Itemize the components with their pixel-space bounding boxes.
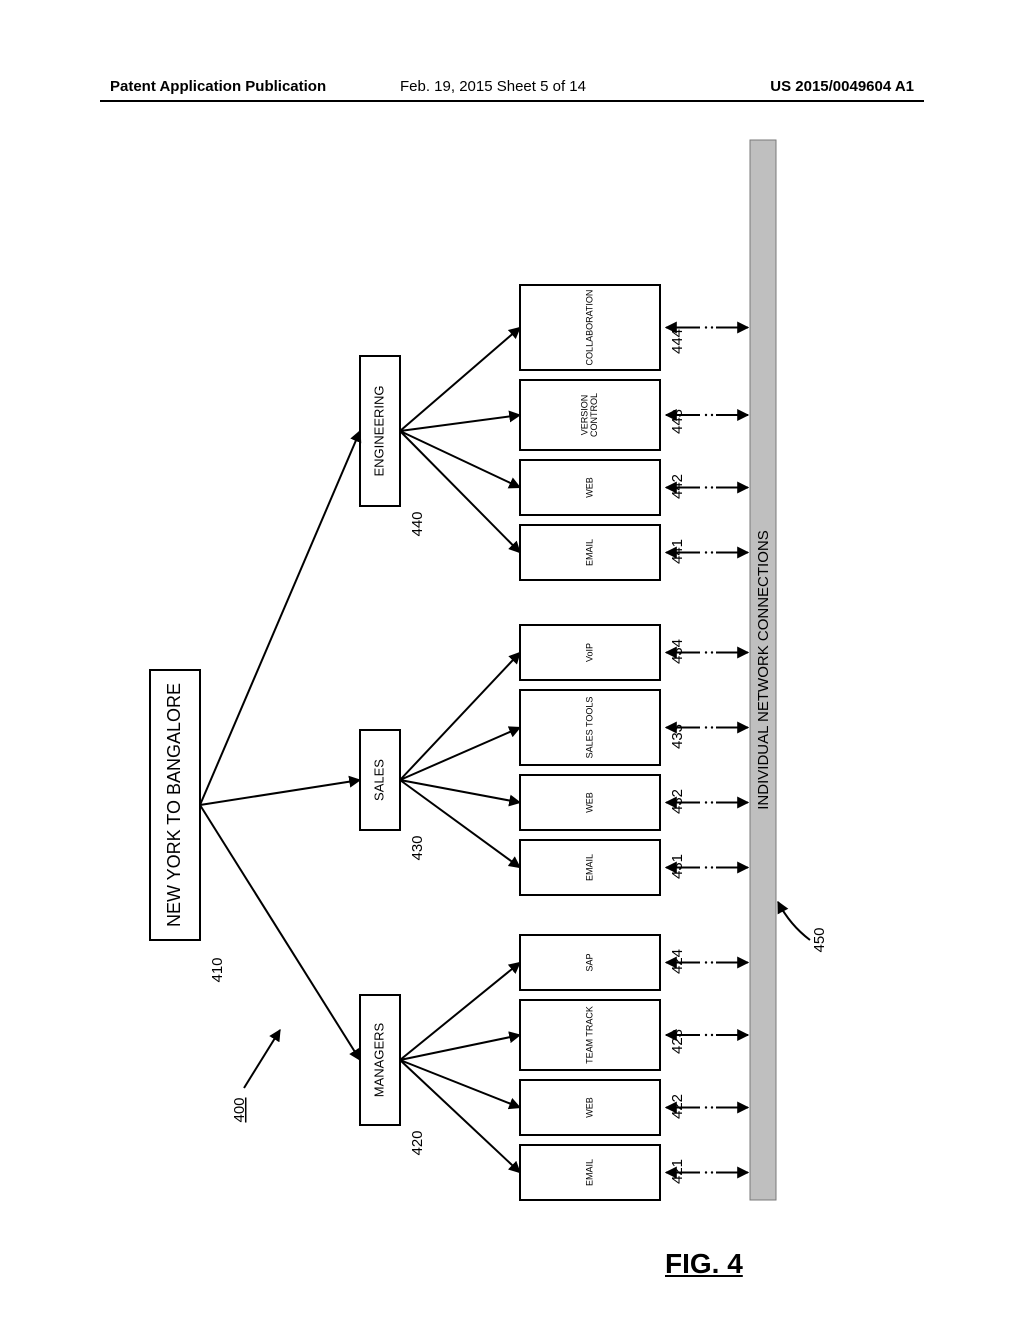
m-email-ref: 421 [669, 1159, 686, 1184]
eng-ref: 440 [409, 511, 426, 536]
e-collab-ref: 444 [669, 329, 686, 354]
m-web-ref: 422 [669, 1094, 686, 1119]
rotated-group: NEW YORK TO BANGALORE 410 400 MANAGERS 420 EM… [150, 140, 828, 1200]
sales-label: SALES [371, 759, 386, 801]
bottom-bar-ref: 450 [811, 927, 828, 952]
diagram-ref: 400 [231, 1097, 248, 1122]
m-team-ref: 423 [669, 1029, 686, 1054]
m-email-label: EMAIL [584, 1159, 594, 1186]
e-vc-label: CONTROL [589, 393, 599, 437]
header-rule [100, 100, 924, 102]
m-web-label: WEB [584, 1097, 594, 1118]
root-ref: 410 [209, 957, 226, 982]
page-root: Patent Application Publication Feb. 19, … [0, 0, 1024, 1320]
m-team-label: TEAM TRACK [584, 1006, 594, 1064]
sales-ref: 430 [409, 835, 426, 860]
managers-label: MANAGERS [371, 1022, 386, 1097]
e-collab-label: COLLABORATION [584, 290, 594, 366]
s-email-label: EMAIL [584, 854, 594, 881]
e-web-label: WEB [584, 477, 594, 498]
header-left: Patent Application Publication [110, 78, 326, 95]
diagram-svg: NEW YORK TO BANGALORE 410 400 MANAGERS 420 EM… [100, 120, 924, 1220]
root-label: NEW YORK TO BANGALORE [164, 683, 184, 927]
s-web-ref: 432 [669, 789, 686, 814]
m-sap-label: SAP [584, 953, 594, 971]
s-web-label: WEB [584, 792, 594, 813]
s-email-ref: 431 [669, 854, 686, 879]
e-web-ref: 442 [669, 474, 686, 499]
m-sap-ref: 424 [669, 949, 686, 974]
s-voip-ref: 434 [669, 639, 686, 664]
bottom-bar-label: INDIVIDUAL NETWORK CONNECTIONS [755, 530, 772, 809]
eng-label: ENGINEERING [371, 385, 386, 476]
e-email-label: EMAIL [584, 539, 594, 566]
diagram-wrap: NEW YORK TO BANGALORE 410 400 MANAGERS 420 EM… [100, 120, 924, 1220]
e-vc-ref: 443 [669, 409, 686, 434]
managers-ref: 420 [409, 1130, 426, 1155]
s-tools-label: SALES TOOLS [584, 697, 594, 759]
header-right: US 2015/0049604 A1 [770, 78, 914, 95]
e-email-ref: 441 [669, 539, 686, 564]
header-center: Feb. 19, 2015 Sheet 5 of 14 [400, 78, 586, 95]
figure-label: FIG. 4 [665, 1248, 743, 1280]
s-voip-label: VoIP [584, 643, 594, 662]
